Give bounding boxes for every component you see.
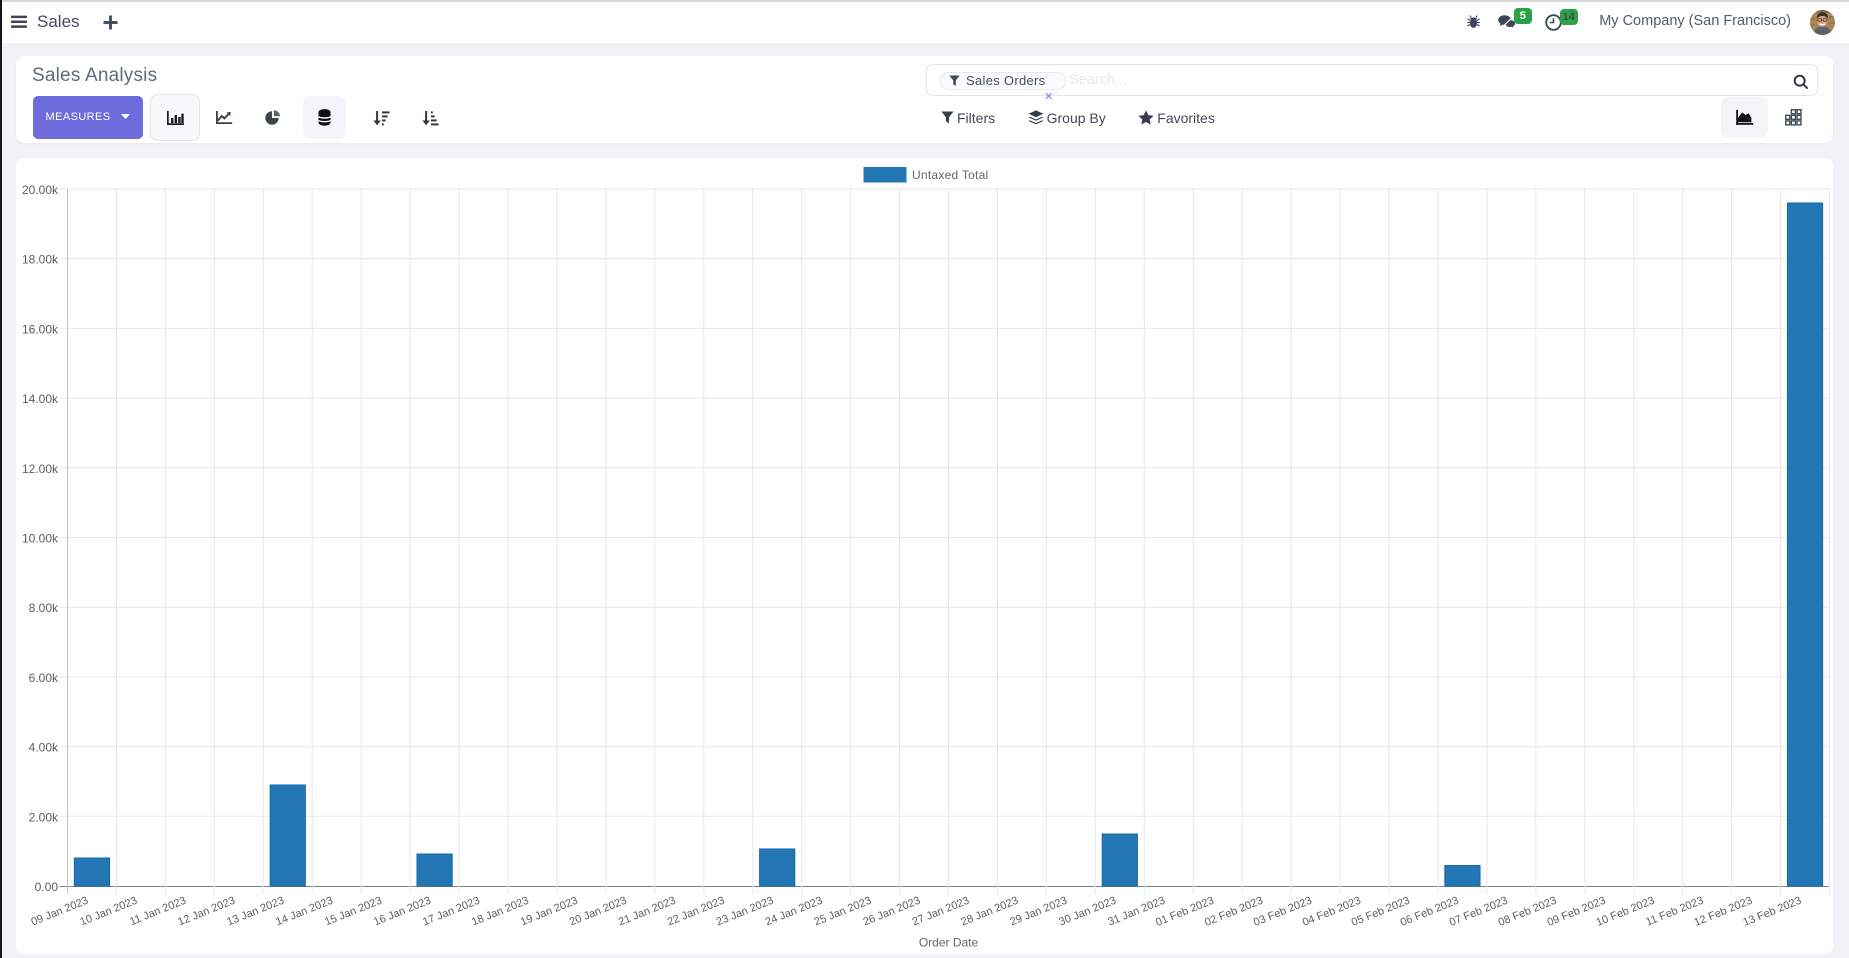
svg-text:0.00: 0.00 [35, 880, 59, 894]
svg-text:4.00k: 4.00k [29, 741, 59, 755]
svg-text:12.00k: 12.00k [22, 462, 59, 476]
svg-text:14.00k: 14.00k [22, 392, 59, 406]
svg-text:8.00k: 8.00k [29, 601, 59, 615]
svg-text:18.00k: 18.00k [22, 253, 59, 267]
svg-text:16.00k: 16.00k [22, 322, 59, 336]
svg-text:10.00k: 10.00k [22, 532, 59, 546]
svg-text:2.00k: 2.00k [29, 810, 59, 824]
svg-text:Order Date: Order Date [919, 936, 979, 950]
svg-text:Untaxed Total: Untaxed Total [912, 168, 988, 182]
svg-text:6.00k: 6.00k [29, 671, 59, 685]
svg-text:20.00k: 20.00k [22, 183, 59, 197]
